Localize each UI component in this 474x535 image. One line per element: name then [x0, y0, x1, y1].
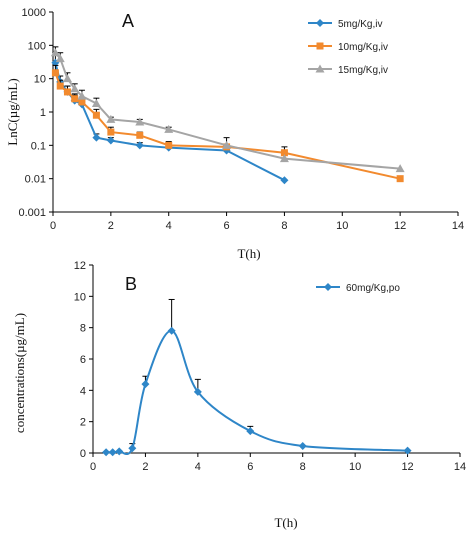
series-line: [106, 329, 408, 456]
y-tick-label: 100: [28, 40, 46, 52]
data-point: [280, 176, 289, 185]
x-tick-label: 4: [166, 220, 172, 232]
chart-a: A T(h) LnC(µg/mL) 0.0010.010.11101001000…: [5, 7, 464, 261]
data-point: [222, 140, 232, 149]
data-point: [51, 69, 59, 77]
legend-marker: [315, 64, 325, 73]
x-axis-label-b: T(h): [274, 515, 297, 530]
data-point: [92, 133, 101, 142]
legend-label: 10mg/Kg,iv: [338, 42, 388, 53]
x-tick-label: 12: [394, 220, 406, 232]
y-tick-label: 10: [74, 291, 86, 303]
data-point: [71, 95, 79, 103]
x-tick-label: 10: [349, 461, 361, 473]
chart-b: B T(h) concentrations(µg/mL) 0 2 4 6 8 10 12 0 2…: [12, 260, 466, 530]
x-tick-label: 8: [300, 461, 306, 473]
x-tick-label: 10: [336, 220, 348, 232]
series-line: [54, 72, 401, 180]
data-point: [107, 128, 115, 136]
x-axis-label-a: T(h): [237, 246, 260, 261]
data-point: [92, 111, 100, 119]
data-point: [165, 141, 173, 149]
data-point: [62, 74, 72, 83]
data-point: [63, 88, 71, 96]
series-line: [54, 62, 285, 182]
data-point: [395, 164, 405, 173]
data-point: [115, 447, 124, 456]
x-tick-label: 4: [195, 461, 201, 473]
data-point: [56, 82, 64, 90]
x-tick-label: 0: [50, 220, 56, 232]
data-point: [246, 427, 255, 436]
data-point: [167, 326, 176, 335]
data-point: [193, 387, 202, 396]
x-tick-label: 8: [281, 220, 287, 232]
data-point: [102, 448, 111, 457]
data-point: [141, 380, 150, 389]
data-point: [128, 444, 137, 453]
data-point: [91, 98, 101, 107]
y-tick-label: 12: [74, 260, 86, 272]
y-tick-label: 8: [80, 323, 86, 335]
data-point: [106, 136, 115, 145]
data-point: [135, 141, 144, 150]
legend-label: 5mg/Kg,iv: [338, 19, 382, 30]
series-1: 5mg/Kg,iv: [51, 19, 382, 185]
data-point: [78, 98, 86, 106]
data-point: [106, 114, 116, 123]
y-tick-label: 0: [80, 448, 86, 460]
data-point: [50, 48, 60, 57]
data-point: [396, 175, 404, 183]
data-point: [77, 91, 87, 100]
y-tick-label: 0.01: [25, 174, 46, 186]
data-point: [70, 84, 80, 93]
series-line: [54, 52, 401, 170]
x-tick-label: 6: [224, 220, 230, 232]
data-point: [280, 149, 288, 157]
legend-label: 60mg/Kg,po: [346, 283, 400, 294]
data-point: [298, 441, 307, 450]
y-tick-label: 2: [80, 417, 86, 429]
y-tick-label: 0.1: [31, 140, 46, 152]
x-tick-label: 2: [142, 461, 148, 473]
y-axis-label-b: concentrations(µg/mL): [12, 313, 27, 433]
y-tick-label: 0.001: [18, 207, 46, 219]
legend-label: 15mg/Kg,iv: [338, 65, 388, 76]
legend-marker: [316, 42, 324, 50]
panel-label-a: A: [122, 11, 134, 31]
x-tick-label: 0: [90, 461, 96, 473]
y-tick-label: 1000: [22, 7, 46, 19]
data-point: [135, 117, 145, 126]
series-3: 15mg/Kg,iv: [50, 46, 405, 173]
x-tick-label: 6: [247, 461, 253, 473]
data-point: [55, 54, 65, 63]
data-point: [136, 131, 144, 139]
x-tick-label: 14: [452, 220, 464, 232]
y-tick-label: 6: [80, 354, 86, 366]
x-tick-label: 14: [454, 461, 466, 473]
legend-marker: [324, 283, 332, 291]
series-1: 60mg/Kg,po: [102, 283, 412, 457]
data-point: [279, 154, 289, 163]
data-point: [108, 448, 117, 457]
panel-label-b: B: [125, 274, 137, 294]
data-point: [403, 446, 412, 455]
y-tick-label: 1: [40, 107, 46, 119]
y-tick-label: 10: [34, 74, 46, 86]
y-axis-label-a: LnC(µg/mL): [5, 78, 20, 145]
x-tick-label: 2: [108, 220, 114, 232]
data-point: [164, 124, 174, 133]
y-tick-label: 4: [80, 385, 86, 397]
legend-marker: [316, 19, 324, 27]
x-tick-label: 12: [401, 461, 413, 473]
